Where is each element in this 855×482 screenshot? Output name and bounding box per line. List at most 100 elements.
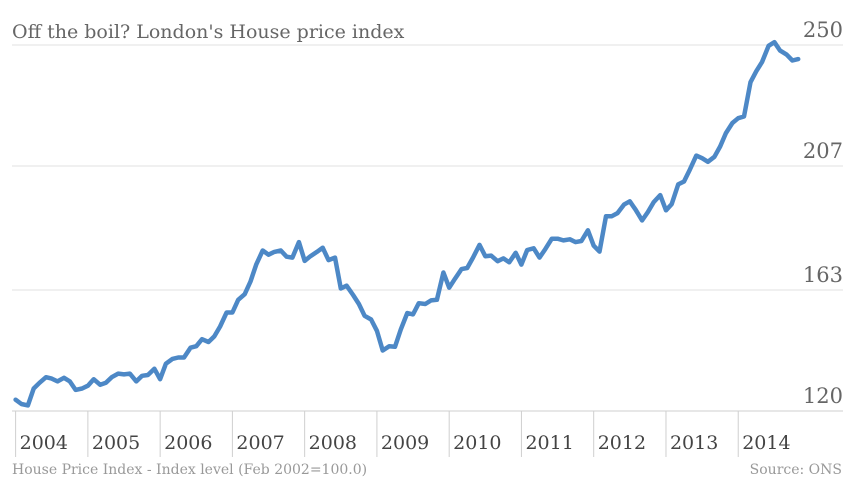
data-point: [110, 375, 114, 379]
data-point: [116, 372, 120, 376]
data-point: [351, 293, 355, 297]
data-point: [724, 131, 728, 135]
data-point: [417, 301, 421, 305]
data-point: [327, 258, 331, 262]
data-point: [92, 377, 96, 381]
data-point: [525, 248, 529, 252]
data-point: [742, 115, 746, 119]
x-tick-label: 2008: [309, 432, 357, 454]
x-tick-label: 2009: [381, 432, 429, 454]
source-note: Source: ONS: [750, 462, 842, 478]
data-point: [315, 250, 319, 254]
x-tick-label: 2013: [670, 432, 718, 454]
data-point: [478, 243, 482, 247]
data-point: [14, 398, 18, 402]
data-point: [381, 348, 385, 352]
data-point: [670, 202, 674, 206]
data-point: [688, 168, 692, 172]
data-point: [597, 250, 601, 254]
data-point: [86, 384, 90, 388]
data-point: [411, 312, 415, 316]
data-point: [652, 200, 656, 204]
data-point: [483, 254, 487, 258]
data-point: [194, 344, 198, 348]
data-point: [243, 292, 247, 296]
data-point: [44, 375, 48, 379]
data-point: [749, 80, 753, 84]
x-tick-label: 2011: [525, 432, 573, 454]
x-tick-label: 2004: [20, 432, 68, 454]
data-point: [718, 144, 722, 148]
data-point: [760, 60, 764, 64]
data-point: [785, 53, 789, 57]
data-point: [26, 403, 30, 407]
data-point: [128, 372, 132, 376]
data-point: [790, 58, 794, 62]
data-point: [640, 218, 644, 222]
data-points: [14, 40, 800, 407]
data-point: [604, 214, 608, 218]
data-point: [532, 246, 536, 250]
data-point: [308, 254, 312, 258]
data-point: [682, 180, 686, 184]
data-point: [592, 244, 596, 248]
data-point: [37, 381, 41, 385]
series-line: [13, 39, 801, 408]
data-point: [236, 298, 240, 302]
data-point: [182, 356, 186, 360]
x-tick-label: 2005: [92, 432, 140, 454]
data-point: [387, 344, 391, 348]
y-tick-label: 207: [803, 139, 843, 163]
data-point: [767, 44, 771, 48]
data-point: [290, 256, 294, 260]
data-point: [152, 367, 156, 371]
data-point: [514, 251, 518, 255]
y-tick-label: 163: [803, 263, 843, 287]
x-tick-label: 2010: [453, 432, 501, 454]
data-point: [158, 377, 162, 381]
data-point: [50, 377, 54, 381]
data-point: [507, 260, 511, 264]
data-point: [429, 298, 433, 302]
data-point: [399, 327, 403, 331]
data-point: [706, 160, 710, 164]
data-point: [339, 287, 343, 291]
data-point: [754, 69, 758, 73]
data-point: [303, 259, 307, 263]
data-point: [441, 270, 445, 274]
data-point: [122, 372, 126, 376]
data-point: [140, 374, 144, 378]
data-point: [176, 356, 180, 360]
data-point: [32, 386, 36, 390]
data-point: [730, 121, 734, 125]
grid-lines: [12, 44, 843, 291]
data-point: [574, 240, 578, 244]
data-point: [363, 314, 367, 318]
data-point: [272, 250, 276, 254]
data-point: [423, 302, 427, 306]
data-point: [459, 267, 463, 271]
data-point: [393, 345, 397, 349]
data-point: [297, 240, 301, 244]
data-point: [561, 238, 565, 242]
data-point: [453, 277, 457, 281]
y-tick-label: 250: [803, 18, 843, 42]
data-point: [579, 239, 583, 243]
x-tick-label: 2014: [742, 432, 790, 454]
data-point: [568, 237, 572, 241]
y-tick-label: 120: [803, 384, 843, 408]
data-point: [496, 259, 500, 263]
data-point: [357, 302, 361, 306]
data-point: [447, 286, 451, 290]
data-point: [80, 386, 84, 390]
data-point: [519, 263, 523, 267]
data-point: [207, 340, 211, 344]
data-point: [622, 203, 626, 207]
data-point: [538, 256, 542, 260]
data-point: [676, 182, 680, 186]
y-axis-labels: 120 163 207 250: [803, 18, 843, 408]
data-point: [285, 255, 289, 259]
data-point: [772, 40, 776, 44]
data-point: [471, 256, 475, 260]
data-point: [134, 379, 138, 383]
